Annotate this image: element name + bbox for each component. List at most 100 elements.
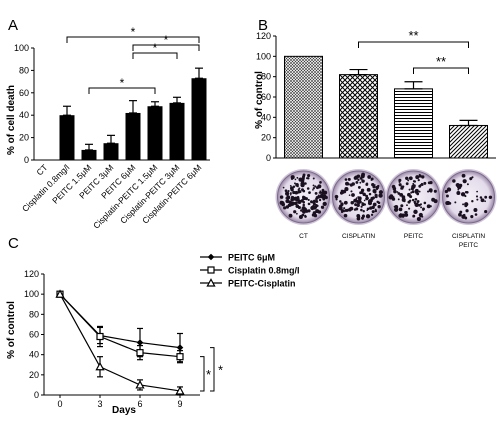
- panel-b-colony-dot: [415, 175, 420, 180]
- panel-b-colony-dot: [281, 202, 286, 207]
- panel-a-bar: [81, 149, 97, 160]
- panel-b-colony-dot: [311, 201, 314, 204]
- panel-b-colony-dot: [360, 188, 365, 193]
- panel-b-colony-dot: [366, 187, 371, 192]
- panel-b-colony-dot: [289, 192, 292, 195]
- panel-b-colony-dot: [412, 184, 416, 188]
- panel-b-colony-dot: [418, 173, 421, 176]
- panel-b-colony-dot: [339, 191, 344, 195]
- panel-b-colony-dot: [302, 173, 306, 177]
- panel-b-colony-dot: [284, 189, 288, 193]
- panel-b-colony-dot: [448, 201, 452, 205]
- panel-b-significance-label: **: [436, 54, 446, 69]
- panel-b-colony-dot: [315, 200, 319, 203]
- panel-b-colony-dot: [480, 198, 485, 203]
- panel-b-colony-dot: [422, 207, 425, 211]
- panel-b-colony-dot: [314, 185, 317, 188]
- panel-a-y-tick-label: 100: [14, 43, 29, 53]
- panel-b-colony-dot: [356, 200, 361, 205]
- panel-b-colony-dot: [411, 190, 415, 194]
- panel-c-series-line: [59, 293, 181, 349]
- panel-b-colony-dot: [281, 201, 284, 204]
- panel-b-colony-dot: [378, 193, 383, 198]
- panel-b-colony-dot: [457, 188, 460, 191]
- panel-b-colony-dot: [366, 196, 369, 200]
- panel-b-colony-dot: [344, 178, 348, 181]
- panel-b-colony-dot: [484, 195, 488, 199]
- panel-b-colony-dot: [456, 191, 461, 195]
- panel-b-colony-dot: [317, 184, 322, 189]
- panel-b-colony-dot: [416, 216, 421, 222]
- panel-b-colony-dot: [302, 200, 305, 204]
- panel-b-colony-dot: [466, 183, 469, 186]
- panel-b-colony-dot: [285, 199, 290, 204]
- panel-b-colony-dot: [488, 195, 493, 199]
- panel-c-legend-marker: [207, 253, 215, 261]
- panel-b-colony-dot: [322, 201, 327, 207]
- panel-b-y-tick-label: 100: [256, 51, 271, 61]
- panel-b-colony-dot: [455, 182, 460, 188]
- panel-b-significance-bracket: [413, 67, 469, 74]
- panel-b-colony-dot: [304, 215, 307, 218]
- panel-b-colony-dot: [402, 216, 405, 218]
- panel-b-colony-dot: [373, 190, 377, 194]
- panel-c-series-marker: [96, 332, 104, 341]
- panel-b-colony-dot: [427, 190, 430, 193]
- panel-b-colony-dot: [300, 183, 303, 185]
- panel-c-x-tick-label: 6: [137, 399, 142, 409]
- panel-b-colony-dot: [339, 200, 342, 203]
- panel-b-colony-dot: [293, 210, 297, 214]
- panel-b-colony-dot: [398, 207, 403, 212]
- panel-c-label: C: [8, 235, 19, 252]
- panel-b-colony-dot: [429, 205, 432, 208]
- panel-b-label: B: [258, 17, 268, 34]
- panel-b-colony-dot: [401, 195, 406, 199]
- panel-b-category-label: PEITC: [404, 233, 423, 240]
- panel-b-colony-dot: [301, 178, 305, 182]
- panel-b-colony-dot: [462, 203, 465, 206]
- panel-b-colony-dot: [295, 183, 299, 187]
- panel-b-colony-dot: [345, 208, 349, 212]
- panel-b-colony-dot: [414, 197, 418, 201]
- panel-b-colony-dot: [292, 185, 296, 188]
- panel-a-significance-label: *: [164, 33, 169, 47]
- panel-c-significance-label: *: [218, 362, 223, 377]
- panel-b-colony-dot: [444, 189, 448, 194]
- panel-b-colony-dot: [294, 178, 297, 181]
- panel-b-plot: 0 20 40 60 80 100 120 CT CISPLATIN PEITC CISPLATIN…: [256, 28, 497, 249]
- panel-b-colony-dot: [476, 190, 478, 193]
- panel-b-colony-dot: [412, 214, 416, 218]
- panel-b-colony-dot: [416, 200, 420, 203]
- panel-b-colony-dot: [307, 174, 311, 178]
- panel-b-colony-dot: [354, 203, 358, 207]
- panel-b-colony-dot: [459, 210, 463, 214]
- panel-b-significance-label: **: [408, 28, 418, 43]
- panel-b-colony-dot: [312, 204, 315, 207]
- panel-c-legend-marker: [207, 266, 215, 274]
- panel-b-colony-dot: [345, 181, 349, 186]
- panel-b-colony-dot: [377, 201, 381, 205]
- panel-b-colony-dot: [412, 180, 416, 183]
- panel-b-colony-dot: [308, 191, 311, 194]
- panel-b-colony-dot: [479, 196, 483, 199]
- panel-b-colony-dot: [356, 203, 360, 208]
- panel-b-colony-dot: [338, 205, 343, 211]
- panel-b-colony-dot: [407, 200, 411, 204]
- panel-b-colony-dot: [404, 213, 409, 217]
- panel-a-significance-label: *: [131, 25, 136, 39]
- panel-b-colony-dot: [426, 204, 431, 209]
- panel-b-colony-dot: [431, 197, 436, 202]
- panel-b-y-tick-label: 0: [266, 153, 271, 163]
- panel-b-colony-dot: [407, 192, 411, 197]
- panel-a-significance-bracket: [132, 44, 200, 51]
- panel-b-colony-dot: [312, 184, 315, 187]
- panel-c-legend-label: Cisplatin 0.8mg/l: [228, 266, 300, 276]
- panel-b-colony-dot: [396, 191, 399, 193]
- panel-b-colony-dot: [289, 185, 292, 187]
- panel-b-colony-dot: [279, 195, 284, 199]
- panel-b-colony-dot: [371, 182, 375, 187]
- panel-b-colony-dot: [347, 177, 351, 181]
- panel-b-colony-dot: [301, 213, 305, 217]
- panel-b-colony-dot: [397, 198, 400, 201]
